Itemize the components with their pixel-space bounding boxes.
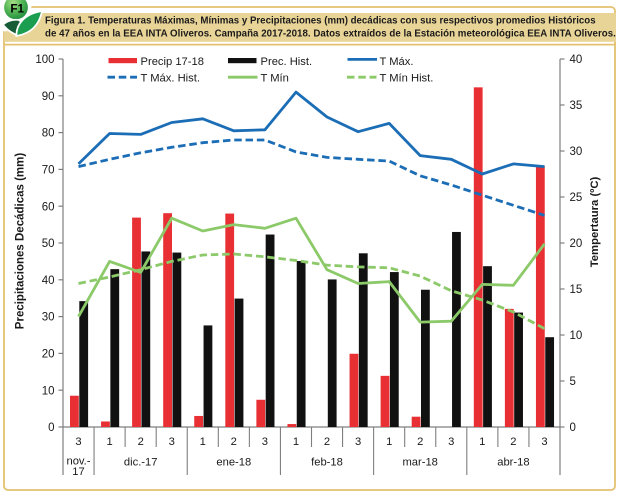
svg-text:3: 3 <box>541 436 547 448</box>
svg-text:60: 60 <box>42 201 55 213</box>
svg-text:50: 50 <box>42 238 55 250</box>
svg-text:100: 100 <box>35 54 54 66</box>
svg-text:3: 3 <box>75 436 81 448</box>
svg-text:3: 3 <box>355 436 361 448</box>
svg-text:70: 70 <box>42 165 55 177</box>
svg-text:3: 3 <box>448 436 454 448</box>
svg-text:2: 2 <box>138 436 144 448</box>
svg-text:T Mín Hist.: T Mín Hist. <box>380 72 434 84</box>
svg-text:1: 1 <box>106 436 112 448</box>
svg-text:0: 0 <box>48 422 54 434</box>
svg-text:de 47 años en la EEA INTA Oliv: de 47 años en la EEA INTA Oliveros. Camp… <box>45 29 616 40</box>
svg-text:20: 20 <box>42 349 55 361</box>
svg-text:17: 17 <box>72 466 84 478</box>
svg-text:Prec. Hist.: Prec. Hist. <box>261 56 313 68</box>
svg-text:feb-18: feb-18 <box>311 456 343 468</box>
svg-text:20: 20 <box>570 238 583 250</box>
svg-text:30: 30 <box>570 146 583 158</box>
svg-text:2: 2 <box>231 436 237 448</box>
svg-text:mar-18: mar-18 <box>402 456 437 468</box>
svg-text:3: 3 <box>262 436 268 448</box>
svg-text:10: 10 <box>570 330 583 342</box>
svg-text:Precipitaciones Decádicas (mm): Precipitaciones Decádicas (mm) <box>14 153 26 330</box>
svg-text:Tempertaura (ºC): Tempertaura (ºC) <box>589 176 601 267</box>
svg-text:10: 10 <box>42 385 55 397</box>
svg-text:1: 1 <box>200 436 206 448</box>
svg-text:Figura 1. Temperaturas Máximas: Figura 1. Temperaturas Máximas, Mínimas … <box>45 16 596 27</box>
svg-text:2: 2 <box>324 436 330 448</box>
svg-text:T Máx.: T Máx. <box>380 56 414 68</box>
svg-text:0: 0 <box>570 422 576 434</box>
svg-text:2: 2 <box>417 436 423 448</box>
svg-text:1: 1 <box>479 436 485 448</box>
svg-text:15: 15 <box>570 284 583 296</box>
svg-text:ene-18: ene-18 <box>216 456 251 468</box>
svg-text:T Máx. Hist.: T Máx. Hist. <box>141 72 200 84</box>
svg-text:1: 1 <box>386 436 392 448</box>
svg-text:Precip 17-18: Precip 17-18 <box>141 56 204 68</box>
svg-text:40: 40 <box>42 275 55 287</box>
svg-text:80: 80 <box>42 128 55 140</box>
svg-text:T Mín: T Mín <box>261 72 289 84</box>
svg-text:2: 2 <box>510 436 516 448</box>
svg-text:3: 3 <box>169 436 175 448</box>
svg-text:nov.-: nov.- <box>66 456 90 468</box>
svg-text:abr-18: abr-18 <box>497 456 529 468</box>
svg-text:40: 40 <box>570 54 583 66</box>
svg-text:90: 90 <box>42 91 55 103</box>
svg-text:35: 35 <box>570 100 583 112</box>
svg-text:F1: F1 <box>10 2 24 15</box>
svg-text:1: 1 <box>293 436 299 448</box>
svg-text:5: 5 <box>570 376 576 388</box>
svg-text:dic.-17: dic.-17 <box>124 456 158 468</box>
svg-text:25: 25 <box>570 192 583 204</box>
svg-text:30: 30 <box>42 312 55 324</box>
